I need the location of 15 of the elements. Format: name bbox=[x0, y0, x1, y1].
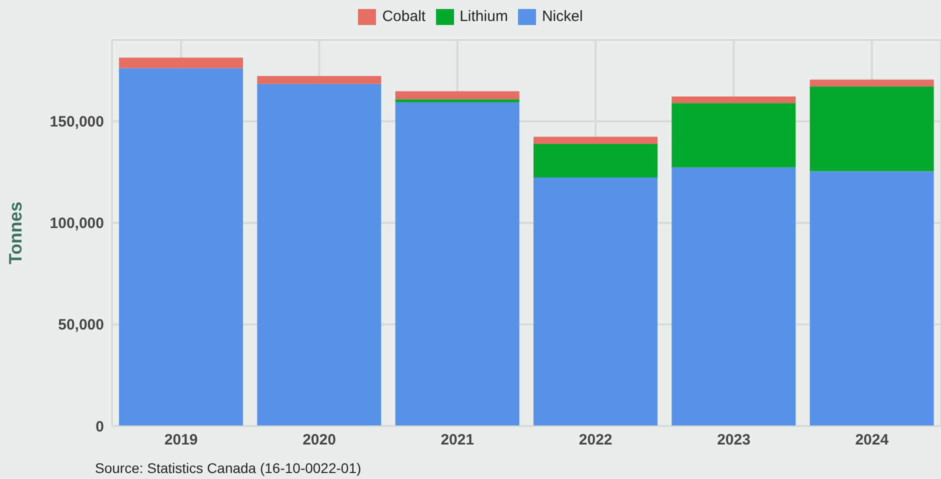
y-tick-label: 100,000 bbox=[50, 215, 104, 232]
x-tick-label: 2020 bbox=[302, 432, 336, 449]
y-tick-label: 0 bbox=[96, 418, 104, 436]
x-tick-label: 2022 bbox=[578, 432, 612, 449]
source-note: Source: Statistics Canada (16-10-0022-01) bbox=[95, 460, 362, 476]
y-tick-label: 150,000 bbox=[50, 114, 104, 131]
legend-label: Nickel bbox=[540, 8, 583, 25]
y-axis-title: Tonnes bbox=[5, 202, 26, 264]
legend-label: Lithium bbox=[458, 8, 508, 25]
x-tick-label: 2023 bbox=[717, 432, 750, 449]
x-tick-label: 2024 bbox=[855, 432, 890, 449]
legend-label: Cobalt bbox=[381, 8, 426, 25]
y-tick-label: 50,000 bbox=[58, 316, 104, 334]
x-tick-label: 2021 bbox=[440, 432, 474, 449]
x-tick-label: 2019 bbox=[164, 432, 198, 449]
